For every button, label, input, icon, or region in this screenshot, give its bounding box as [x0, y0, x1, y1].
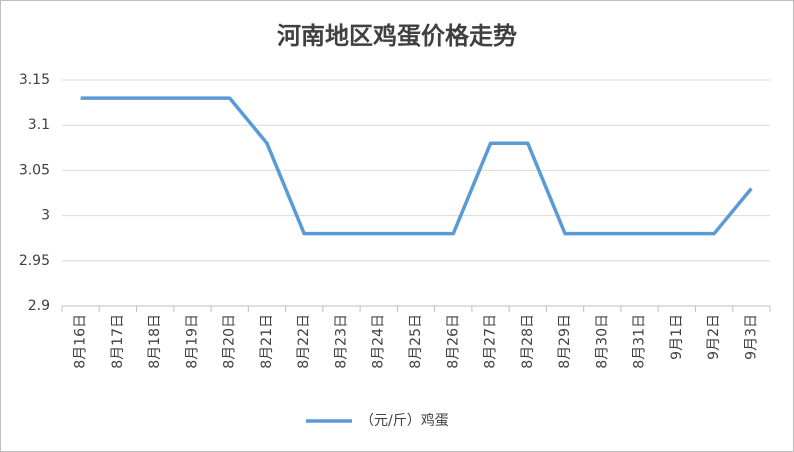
x-tick-label: 8月22日 [296, 314, 312, 369]
legend-label: （元/斤）鸡蛋 [360, 412, 449, 429]
x-tick-label: 8月16日 [73, 314, 89, 369]
y-tick-label: 3.05 [19, 162, 50, 178]
y-tick-label: 3.1 [28, 117, 50, 133]
x-tick-label: 8月27日 [483, 314, 499, 369]
x-tick-label: 8月19日 [184, 314, 200, 369]
y-tick-label: 3 [41, 208, 50, 224]
x-tick-label: 8月17日 [110, 314, 126, 369]
x-tick-label: 8月20日 [222, 314, 238, 369]
x-tick-label: 9月2日 [706, 314, 722, 360]
x-tick-label: 8月18日 [147, 314, 163, 369]
line-series [80, 96, 753, 236]
x-tick-label: 8月25日 [408, 314, 424, 369]
x-tick-label: 8月24日 [371, 314, 387, 369]
x-tick-label: 8月23日 [333, 314, 349, 369]
x-tick-label: 8月30日 [594, 314, 610, 369]
x-tick-label: 8月29日 [557, 314, 573, 369]
x-tick-label: 9月3日 [743, 314, 759, 360]
y-tick-label: 3.15 [19, 72, 50, 88]
x-tick-label: 8月21日 [259, 314, 275, 369]
chart-title: 河南地区鸡蛋价格走势 [277, 22, 517, 50]
x-tick-label: 8月26日 [445, 314, 461, 369]
y-tick-label: 2.9 [28, 298, 50, 314]
y-tick-label: 2.95 [19, 253, 50, 269]
x-tick-label: 9月1日 [669, 314, 685, 360]
x-tick-label: 8月31日 [632, 314, 648, 369]
x-tick-label: 8月28日 [520, 314, 536, 369]
